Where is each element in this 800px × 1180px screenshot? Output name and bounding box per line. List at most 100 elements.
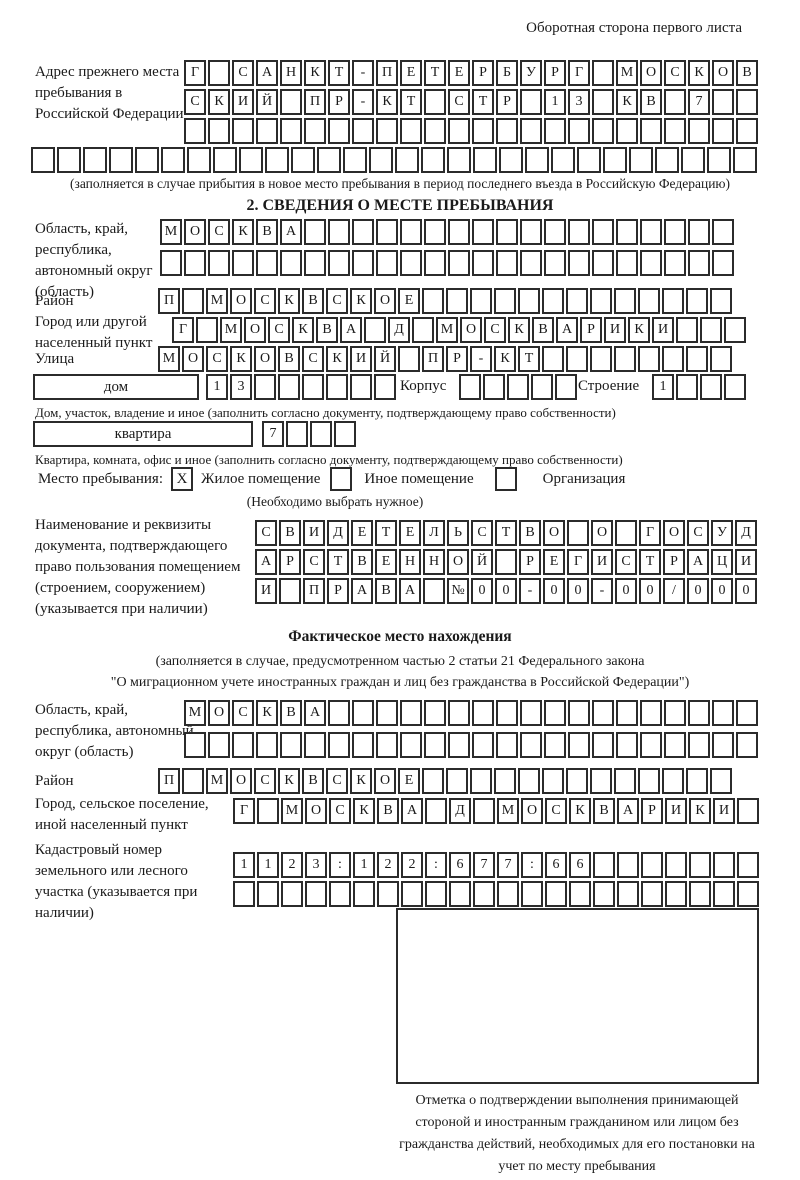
char-cell[interactable]: С: [664, 60, 686, 86]
char-cell[interactable]: К: [376, 89, 398, 115]
char-cell[interactable]: Й: [471, 549, 493, 575]
char-cell[interactable]: К: [569, 798, 591, 824]
char-cell[interactable]: [448, 250, 470, 276]
char-cell[interactable]: [369, 147, 393, 173]
char-cell[interactable]: [710, 768, 732, 794]
char-cell[interactable]: О: [460, 317, 482, 343]
char-cell[interactable]: [424, 732, 446, 758]
char-cell[interactable]: [208, 732, 230, 758]
char-cell[interactable]: [551, 147, 575, 173]
char-cell[interactable]: В: [375, 578, 397, 604]
char-cell[interactable]: [664, 250, 686, 276]
char-cell[interactable]: О: [521, 798, 543, 824]
char-cell[interactable]: [377, 881, 399, 907]
char-cell[interactable]: 1: [544, 89, 566, 115]
char-cell[interactable]: [544, 732, 566, 758]
char-cell[interactable]: [592, 219, 614, 245]
char-cell[interactable]: [472, 700, 494, 726]
char-cell[interactable]: [664, 219, 686, 245]
char-cell[interactable]: [425, 798, 447, 824]
char-cell[interactable]: [616, 118, 638, 144]
char-cell[interactable]: Е: [399, 520, 421, 546]
char-cell[interactable]: Р: [279, 549, 301, 575]
char-cell[interactable]: [640, 700, 662, 726]
char-cell[interactable]: М: [616, 60, 638, 86]
char-cell[interactable]: [707, 147, 731, 173]
char-cell[interactable]: [395, 147, 419, 173]
char-cell[interactable]: [184, 732, 206, 758]
char-cell[interactable]: [733, 147, 757, 173]
char-cell[interactable]: С: [302, 346, 324, 372]
char-cell[interactable]: О: [543, 520, 565, 546]
char-cell[interactable]: 3: [230, 374, 252, 400]
char-cell[interactable]: И: [604, 317, 626, 343]
char-cell[interactable]: [616, 250, 638, 276]
char-cell[interactable]: [353, 881, 375, 907]
char-cell[interactable]: [187, 147, 211, 173]
char-cell[interactable]: [689, 852, 711, 878]
char-cell[interactable]: [676, 374, 698, 400]
char-cell[interactable]: С: [615, 549, 637, 575]
char-cell[interactable]: [447, 147, 471, 173]
char-cell[interactable]: Д: [449, 798, 471, 824]
char-cell[interactable]: С: [206, 346, 228, 372]
char-cell[interactable]: [400, 219, 422, 245]
char-cell[interactable]: [665, 881, 687, 907]
char-cell[interactable]: [422, 768, 444, 794]
char-cell[interactable]: О: [230, 288, 252, 314]
char-cell[interactable]: [641, 881, 663, 907]
char-cell[interactable]: Т: [495, 520, 517, 546]
char-cell[interactable]: [449, 881, 471, 907]
char-cell[interactable]: 0: [615, 578, 637, 604]
char-cell[interactable]: [662, 768, 684, 794]
char-cell[interactable]: 2: [281, 852, 303, 878]
char-cell[interactable]: Р: [544, 60, 566, 86]
char-cell[interactable]: [518, 768, 540, 794]
char-cell[interactable]: [638, 768, 660, 794]
char-cell[interactable]: [531, 374, 553, 400]
char-cell[interactable]: [700, 374, 722, 400]
char-cell[interactable]: К: [350, 768, 372, 794]
char-cell[interactable]: [328, 700, 350, 726]
char-cell[interactable]: 1: [257, 852, 279, 878]
char-cell[interactable]: [446, 768, 468, 794]
char-cell[interactable]: [304, 250, 326, 276]
char-cell[interactable]: Р: [446, 346, 468, 372]
char-cell[interactable]: [208, 118, 230, 144]
char-cell[interactable]: О: [374, 288, 396, 314]
char-cell[interactable]: [521, 881, 543, 907]
char-cell[interactable]: [334, 421, 356, 447]
char-cell[interactable]: [614, 288, 636, 314]
char-cell[interactable]: [400, 732, 422, 758]
char-cell[interactable]: [280, 732, 302, 758]
char-cell[interactable]: В: [279, 520, 301, 546]
char-cell[interactable]: Р: [519, 549, 541, 575]
char-cell[interactable]: П: [303, 578, 325, 604]
char-cell[interactable]: М: [206, 768, 228, 794]
char-cell[interactable]: П: [158, 768, 180, 794]
char-cell[interactable]: [568, 732, 590, 758]
char-cell[interactable]: В: [377, 798, 399, 824]
char-cell[interactable]: 3: [305, 852, 327, 878]
document-row-3[interactable]: И П Р А В А № 0 0-0 0-0 0/0 0 0: [255, 578, 757, 604]
char-cell[interactable]: [352, 219, 374, 245]
char-cell[interactable]: [278, 374, 300, 400]
char-cell[interactable]: М: [436, 317, 458, 343]
char-cell[interactable]: 7: [262, 421, 284, 447]
char-cell[interactable]: [135, 147, 159, 173]
char-cell[interactable]: [688, 118, 710, 144]
char-cell[interactable]: К: [256, 700, 278, 726]
apartment-type-field[interactable]: квартира: [33, 421, 253, 447]
char-cell[interactable]: И: [713, 798, 735, 824]
char-cell[interactable]: М: [206, 288, 228, 314]
char-cell[interactable]: К: [689, 798, 711, 824]
char-cell[interactable]: 0: [543, 578, 565, 604]
char-cell[interactable]: И: [665, 798, 687, 824]
char-cell[interactable]: [184, 118, 206, 144]
char-cell[interactable]: [257, 798, 279, 824]
char-cell[interactable]: [664, 732, 686, 758]
char-cell[interactable]: [640, 732, 662, 758]
char-cell[interactable]: [376, 732, 398, 758]
